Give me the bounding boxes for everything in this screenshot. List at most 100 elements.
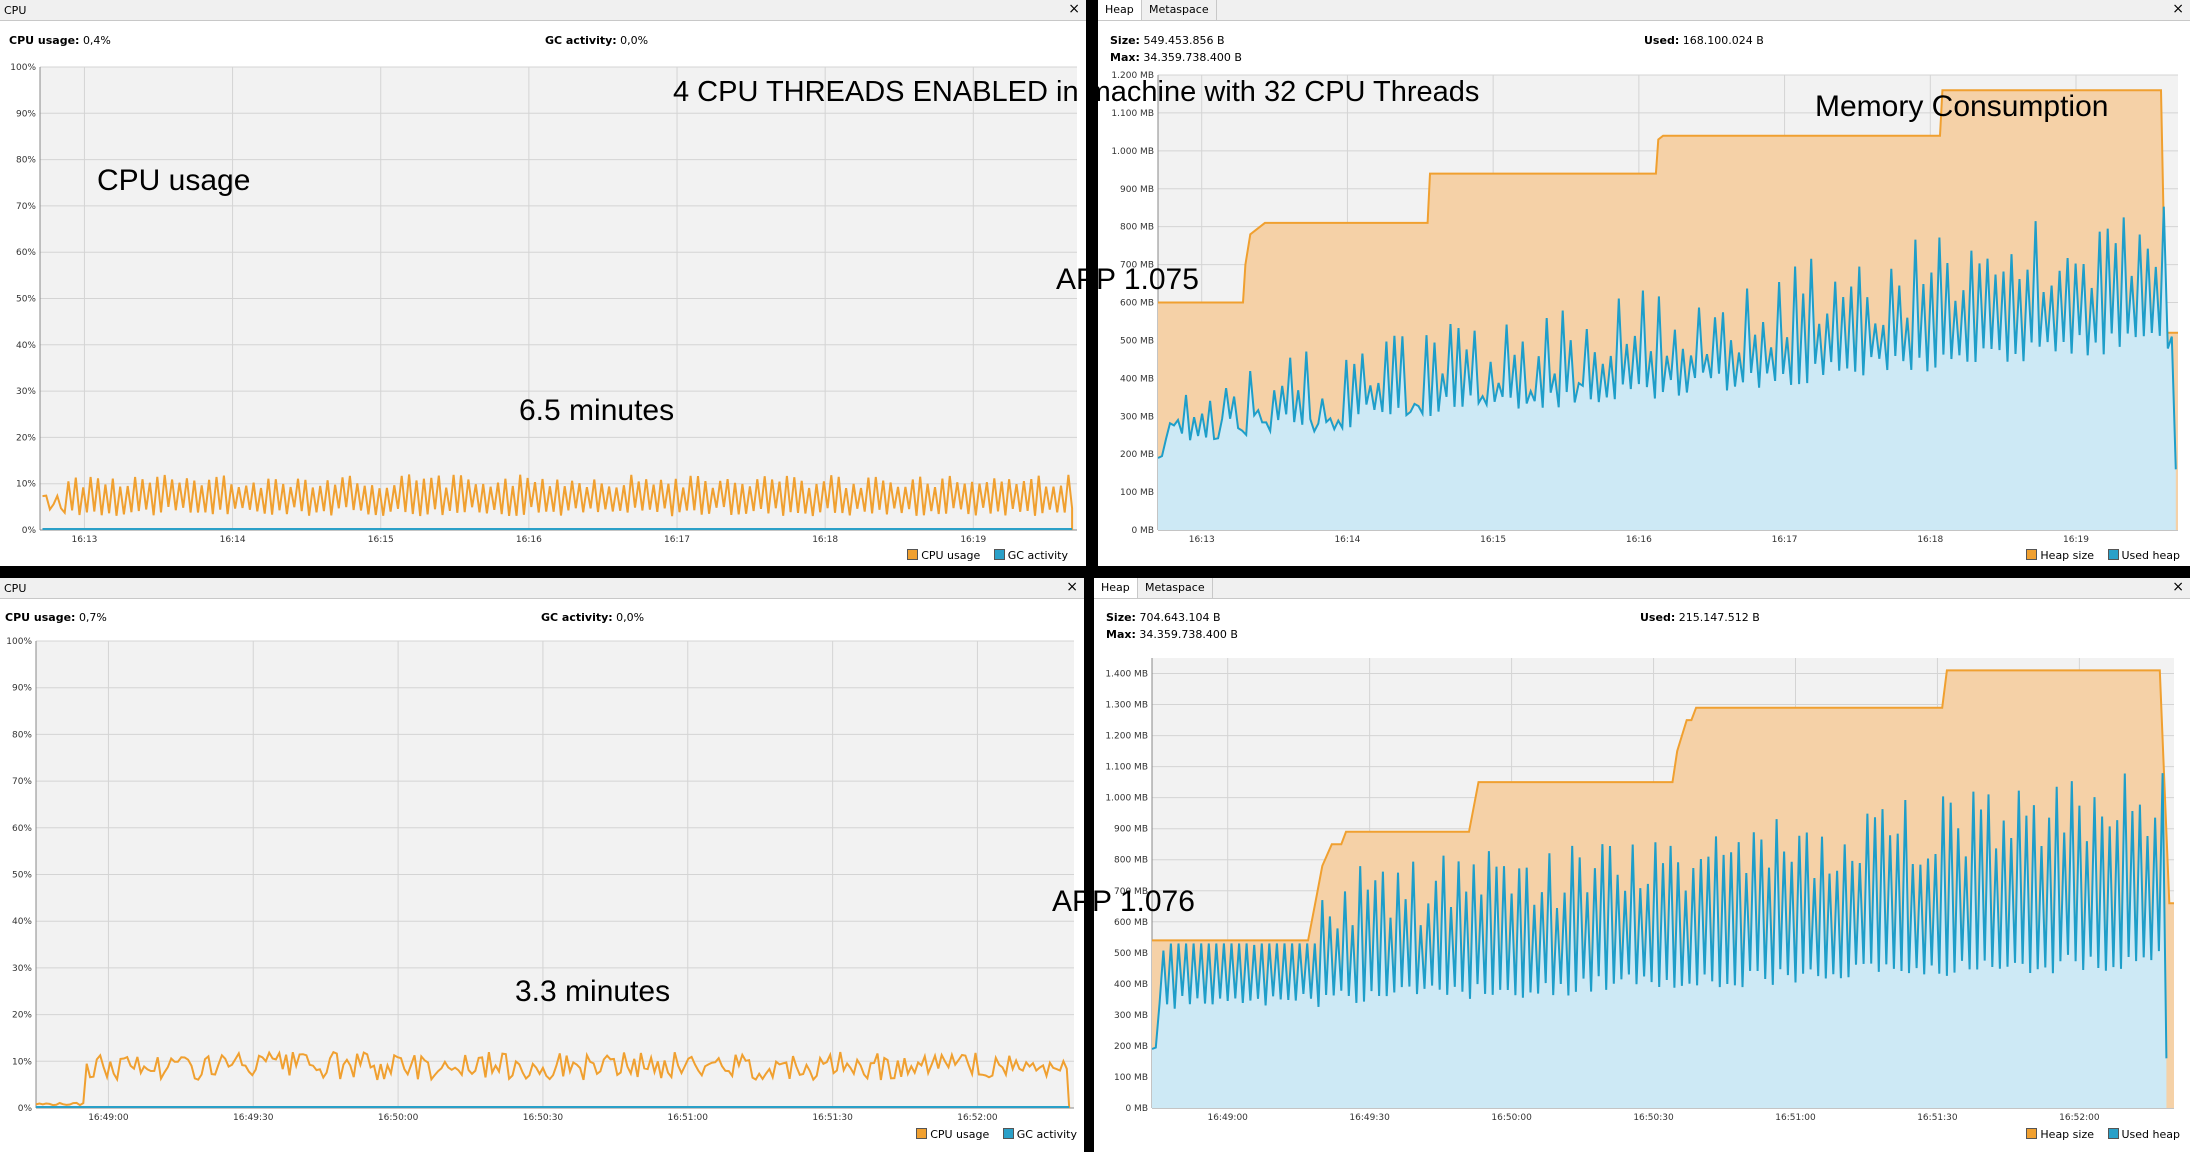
cpu-panel-title: CPU xyxy=(4,582,27,595)
x-tick-label: 16:49:00 xyxy=(1207,1113,1248,1123)
legend-label-gc-activity: GC activity xyxy=(1016,1128,1077,1141)
heap-chart: 0 MB 100 MB 200 MB 300 MB 400 MB 500 MB 600 MB… xyxy=(1105,658,2174,1123)
series-heap-size xyxy=(1152,669,2174,942)
heap-max-value: 34.359.738.400 B xyxy=(1143,51,1242,64)
annotation-memory: Memory Consumption xyxy=(1815,90,2109,123)
x-tick-label: 16:50:00 xyxy=(1491,1113,1532,1123)
heap-legend: Heap size Used heap xyxy=(2016,1128,2180,1141)
y-tick-label: 200 MB xyxy=(1120,450,1154,460)
y-tick-label: 0% xyxy=(22,526,37,536)
y-tick-label: 100% xyxy=(10,63,36,73)
gc-activity-value: 0,0% xyxy=(620,34,649,47)
annotation-duration-top: 6.5 minutes xyxy=(519,394,675,427)
y-tick-label: 10% xyxy=(12,1057,32,1067)
y-tick-label: 80% xyxy=(12,730,32,740)
x-tick-label: 16:51:30 xyxy=(1917,1113,1958,1123)
legend-item-cpu-usage: CPU usage xyxy=(916,1128,989,1141)
series-used-heap xyxy=(1151,773,2168,1059)
y-tick-label: 800 MB xyxy=(1120,223,1154,233)
y-tick-label: 700 MB xyxy=(1114,887,1148,897)
heap-panel-titlebar: Heap Metaspace × xyxy=(1098,0,2190,21)
annotation-duration-bottom: 3.3 minutes xyxy=(515,975,671,1008)
heap-max-value: 34.359.738.400 B xyxy=(1139,628,1238,641)
legend-item-heap-size: Heap size xyxy=(2026,1128,2094,1141)
y-tick-label: 1.100 MB xyxy=(1111,109,1154,119)
close-icon[interactable]: × xyxy=(2172,579,2184,595)
series-heap-size xyxy=(1158,89,2178,334)
y-tick-label: 1.000 MB xyxy=(1111,147,1154,157)
tab-heap[interactable]: Heap xyxy=(1098,0,1142,20)
gc-activity-label: GC activity: xyxy=(545,34,617,47)
legend-swatch-gc xyxy=(993,549,1005,560)
cpu-panel-title: CPU xyxy=(4,4,27,17)
legend-item-gc-activity: GC activity xyxy=(993,549,1068,562)
x-tick-label: 16:19 xyxy=(2063,535,2089,545)
y-tick-label: 900 MB xyxy=(1114,825,1148,835)
heap-size-value: 704.643.104 B xyxy=(1139,611,1221,624)
heap-panel-bottom: Heap Metaspace × Size: 704.643.104 B Max… xyxy=(1094,578,2190,1152)
y-tick-label: 70% xyxy=(16,202,36,212)
annotation-app-top: APP 1.075 xyxy=(1056,263,1199,296)
y-tick-label: 20% xyxy=(12,1011,32,1021)
heap-used-label: Used: xyxy=(1640,611,1676,624)
tab-metaspace[interactable]: Metaspace xyxy=(1138,578,1213,598)
series-used-heap xyxy=(1157,206,2177,470)
x-tick-label: 16:16 xyxy=(516,535,542,545)
tab-heap[interactable]: Heap xyxy=(1094,578,1138,598)
close-icon[interactable]: × xyxy=(1066,579,1078,595)
x-tick-label: 16:49:30 xyxy=(1349,1113,1390,1123)
y-tick-label: 1.300 MB xyxy=(1105,701,1148,711)
x-tick-label: 16:13 xyxy=(71,535,97,545)
gc-activity-stat: GC activity: 0,0% xyxy=(545,34,648,47)
cpu-chart: 0% 10% 20% 30% 40% 50% 60% 70% 80% 90% 100% 16:13 16… xyxy=(10,63,1077,545)
y-tick-label: 1.200 MB xyxy=(1111,71,1154,81)
annotation-title: 4 CPU THREADS ENABLED in machine with 32… xyxy=(673,76,1480,108)
x-tick-label: 16:18 xyxy=(812,535,838,545)
x-tick-label: 16:14 xyxy=(1334,535,1360,545)
x-tick-label: 16:50:30 xyxy=(523,1113,564,1123)
y-tick-label: 20% xyxy=(16,433,36,443)
y-tick-label: 300 MB xyxy=(1120,412,1154,422)
y-tick-label: 50% xyxy=(16,295,36,305)
heap-size-stat: Size: 704.643.104 B xyxy=(1106,611,1221,624)
y-tick-label: 70% xyxy=(12,777,32,787)
y-tick-label: 80% xyxy=(16,156,36,166)
y-tick-label: 40% xyxy=(16,341,36,351)
y-tick-label: 0 MB xyxy=(1131,526,1154,536)
heap-used-stat: Used: 215.147.512 B xyxy=(1640,611,1760,624)
y-tick-label: 1.200 MB xyxy=(1105,732,1148,742)
gc-activity-value: 0,0% xyxy=(616,611,645,624)
legend-item-used-heap: Used heap xyxy=(2107,1128,2180,1141)
x-tick-label: 16:14 xyxy=(220,535,246,545)
x-tick-label: 16:50:00 xyxy=(378,1113,419,1123)
y-tick-label: 0 MB xyxy=(1125,1104,1148,1114)
series-used-heap-area xyxy=(1158,206,2176,530)
gc-activity-label: GC activity: xyxy=(541,611,613,624)
close-icon[interactable]: × xyxy=(2172,1,2184,17)
gc-activity-stat: GC activity: 0,0% xyxy=(541,611,644,624)
y-tick-label: 100 MB xyxy=(1114,1073,1148,1083)
cpu-usage-stat: CPU usage: 0,4% xyxy=(9,34,111,47)
series-cpu-usage xyxy=(35,1050,1071,1109)
close-icon[interactable]: × xyxy=(1068,1,1080,17)
x-tick-label: 16:19 xyxy=(960,535,986,545)
x-tick-label: 16:17 xyxy=(1772,535,1798,545)
y-tick-label: 200 MB xyxy=(1114,1042,1148,1052)
x-tick-label: 16:49:30 xyxy=(233,1113,274,1123)
x-tick-label: 16:52:00 xyxy=(957,1113,998,1123)
x-tick-label: 16:52:00 xyxy=(2059,1113,2100,1123)
tab-metaspace[interactable]: Metaspace xyxy=(1142,0,1217,20)
y-tick-label: 100 MB xyxy=(1120,488,1154,498)
x-tick-label: 16:18 xyxy=(1917,535,1943,545)
cpu-usage-value: 0,7% xyxy=(78,611,107,624)
series-used-heap-area xyxy=(1152,773,2167,1108)
x-tick-label: 16:15 xyxy=(1480,535,1506,545)
heap-size-value: 549.453.856 B xyxy=(1143,34,1225,47)
y-tick-label: 600 MB xyxy=(1114,918,1148,928)
y-tick-label: 400 MB xyxy=(1114,980,1148,990)
x-tick-label: 16:15 xyxy=(368,535,394,545)
legend-swatch-cpu xyxy=(907,549,919,560)
x-tick-label: 16:13 xyxy=(1189,535,1215,545)
heap-used-stat: Used: 168.100.024 B xyxy=(1644,34,1764,47)
y-tick-label: 700 MB xyxy=(1120,261,1154,271)
